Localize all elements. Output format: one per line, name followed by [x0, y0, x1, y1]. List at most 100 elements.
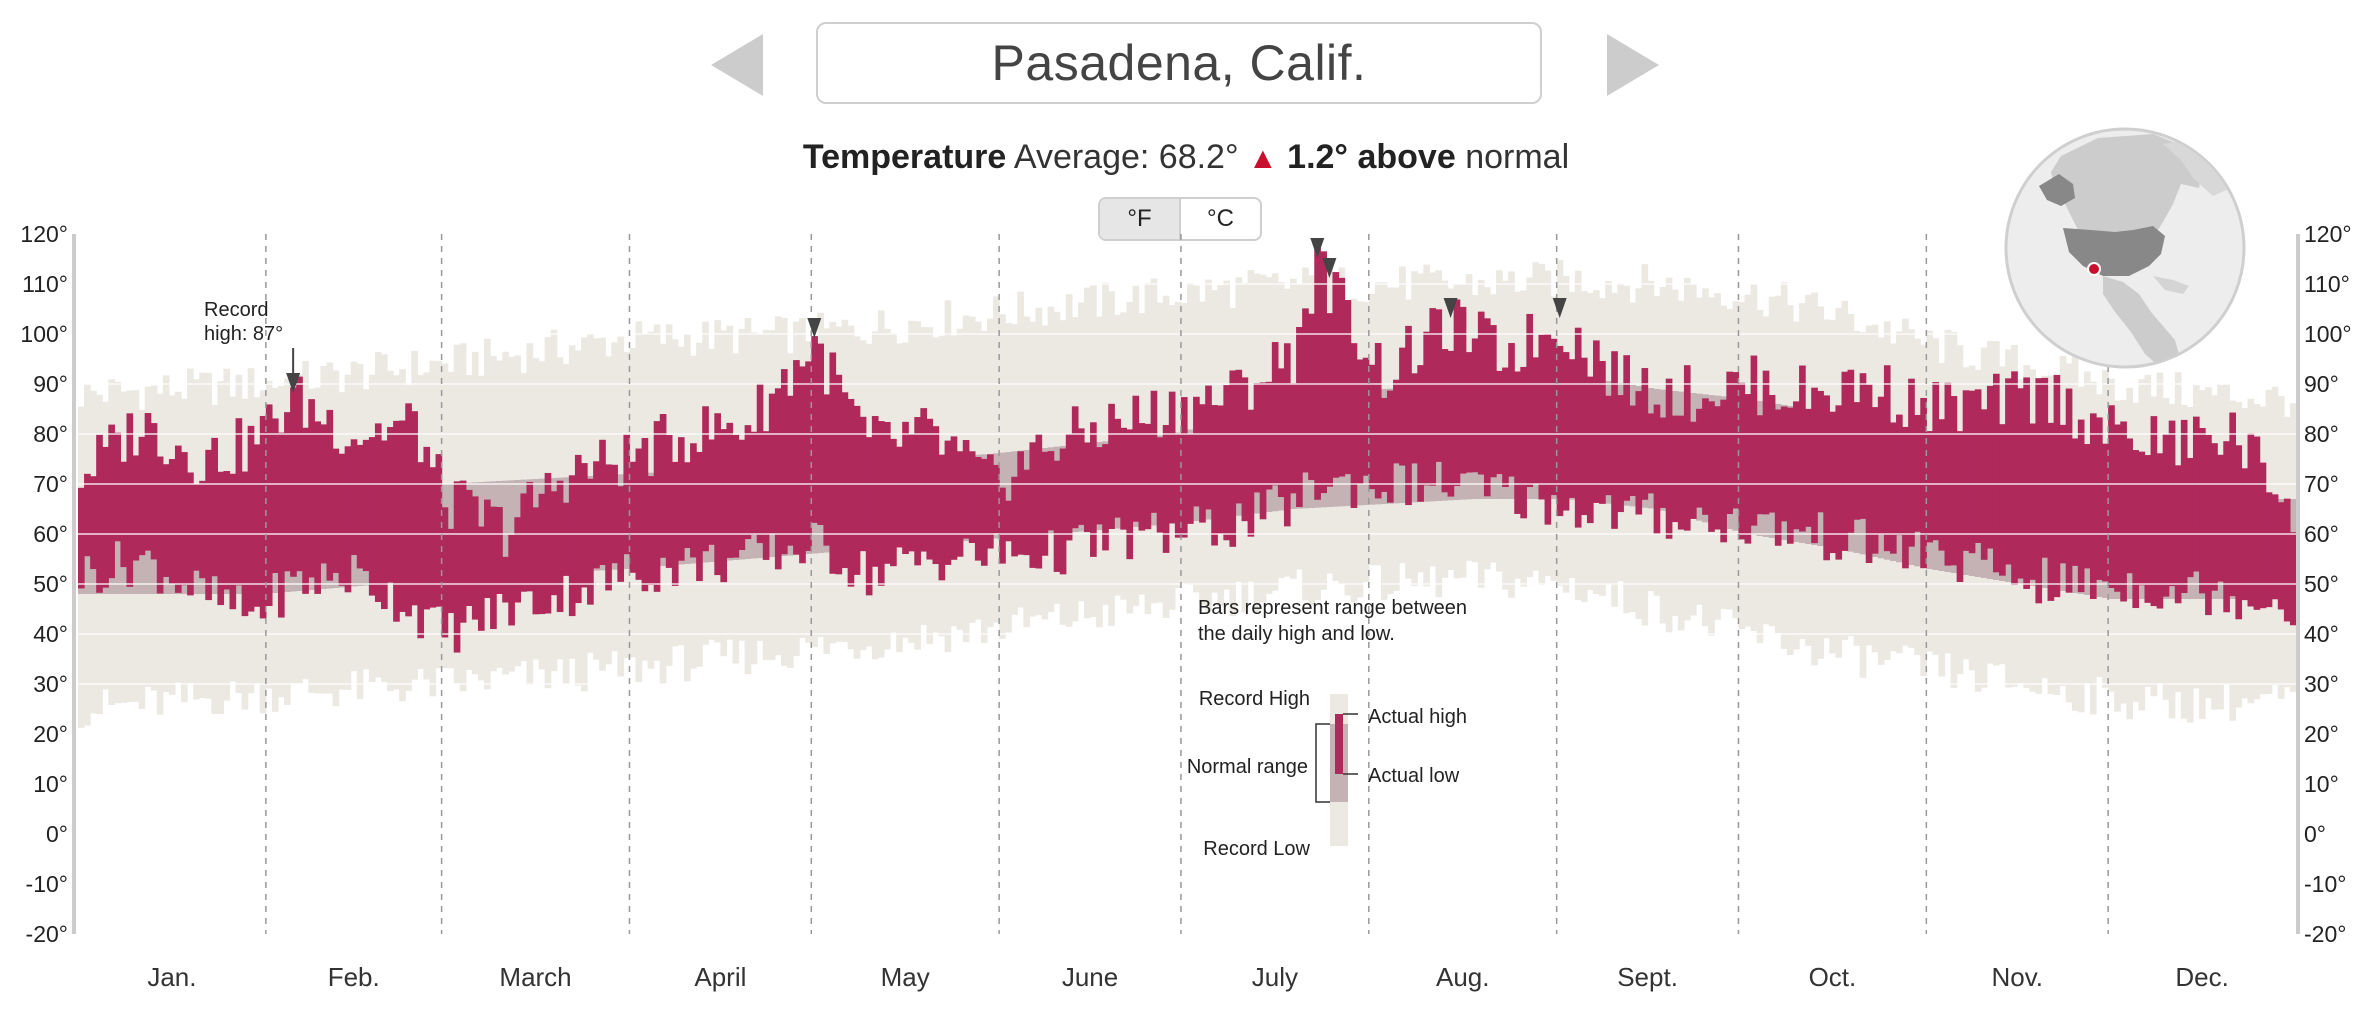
actual-range-bar	[114, 432, 122, 542]
right-arrow-icon	[1607, 34, 1659, 96]
actual-range-bar	[1793, 401, 1800, 530]
month-label: June	[1062, 962, 1118, 992]
y-tick-label-left: 10°	[33, 771, 68, 797]
actual-range-bar	[1047, 451, 1055, 531]
actual-range-bar	[459, 480, 467, 623]
actual-range-bar	[2023, 377, 2030, 589]
actual-range-bar	[1138, 423, 1146, 531]
actual-range-bar	[732, 434, 740, 558]
actual-range-bar	[344, 446, 352, 593]
actual-range-bar	[1932, 382, 1940, 541]
legend-normal-range: Normal range	[1187, 756, 1308, 778]
actual-range-bar	[526, 481, 534, 592]
actual-range-bar	[1453, 299, 1461, 486]
actual-range-bar	[1617, 395, 1624, 513]
actual-range-bar	[580, 463, 588, 588]
actual-range-bar	[920, 408, 928, 552]
actual-range-bar	[2211, 443, 2218, 591]
y-tick-label-left: 30°	[33, 671, 68, 697]
actual-range-bar	[290, 387, 297, 577]
actual-range-bar	[1217, 405, 1224, 534]
actual-range-bar	[2096, 417, 2103, 580]
actual-range-bar	[696, 451, 703, 582]
actual-range-bar	[780, 369, 788, 555]
actual-range-bar	[2047, 422, 2055, 601]
month-label: March	[499, 962, 571, 992]
fahrenheit-button[interactable]: °F	[1100, 199, 1181, 239]
actual-range-bar	[532, 507, 540, 615]
actual-range-bar	[926, 418, 934, 560]
actual-range-bar	[1696, 408, 1703, 508]
actual-range-bar	[1405, 325, 1412, 506]
actual-range-bar	[1005, 500, 1012, 542]
record-marker-icon	[1322, 258, 1337, 278]
actual-range-bar	[550, 491, 558, 596]
city-selector[interactable]: Pasadena, Calif.	[816, 22, 1542, 104]
actual-range-bar	[1193, 396, 1200, 507]
actual-range-bar	[162, 464, 170, 577]
actual-range-bar	[2156, 453, 2164, 609]
actual-range-bar	[465, 489, 473, 607]
actual-range-bar	[1635, 391, 1643, 515]
actual-range-bar	[623, 434, 631, 555]
actual-range-bar	[277, 432, 285, 618]
actual-range-bar	[883, 421, 891, 564]
actual-range-bar	[1023, 469, 1031, 556]
y-tick-label-right: 40°	[2304, 621, 2339, 647]
actual-range-bar	[1053, 460, 1061, 572]
actual-range-bar	[138, 436, 146, 556]
actual-range-bar	[1199, 404, 1206, 523]
actual-range-bar	[823, 394, 831, 546]
actual-range-bar	[1683, 365, 1691, 531]
previous-city-button[interactable]	[705, 30, 775, 100]
actual-range-bar	[1550, 338, 1558, 496]
actual-range-bar	[259, 415, 267, 619]
actual-range-bar	[2077, 419, 2085, 593]
y-tick-label-left: 60°	[33, 521, 68, 547]
actual-range-bar	[659, 414, 667, 558]
unit-toggle[interactable]: °F °C	[1098, 197, 1262, 241]
locator-globe-icon	[2004, 127, 2246, 369]
normal-range-bar	[1005, 452, 1012, 538]
actual-range-bar	[453, 481, 461, 653]
actual-range-bar	[853, 405, 861, 575]
actual-range-bar	[1853, 402, 1861, 520]
actual-range-bar	[629, 461, 637, 573]
y-tick-label-right: 70°	[2304, 471, 2339, 497]
actual-range-bar	[1738, 382, 1746, 540]
actual-range-bar	[2253, 436, 2261, 610]
actual-range-bar	[1326, 313, 1334, 487]
actual-range-bar	[756, 383, 764, 544]
actual-range-bar	[720, 429, 728, 583]
actual-range-bar	[562, 502, 570, 576]
actual-range-bar	[1653, 404, 1661, 534]
normal-range-bar	[508, 480, 515, 576]
actual-range-bar	[944, 440, 952, 565]
actual-range-bar	[1350, 343, 1358, 508]
actual-range-bar	[96, 434, 103, 593]
actual-range-bar	[2283, 498, 2291, 622]
actual-range-bar	[193, 483, 200, 571]
actual-range-bar	[932, 426, 940, 565]
actual-range-bar	[799, 366, 806, 564]
actual-range-bar	[1647, 413, 1655, 494]
y-tick-label-right: 30°	[2304, 671, 2339, 697]
actual-range-bar	[265, 404, 273, 607]
actual-range-bar	[641, 438, 649, 592]
actual-range-bar	[999, 487, 1006, 564]
actual-range-bar	[890, 438, 897, 567]
actual-range-bar	[611, 464, 618, 564]
y-tick-label-left: 120°	[20, 221, 68, 247]
actual-range-bar	[1956, 431, 1964, 582]
actual-range-bar	[665, 435, 673, 568]
actual-range-bar	[108, 424, 115, 579]
actual-range-bar	[1883, 365, 1891, 552]
actual-range-bar	[2083, 444, 2091, 569]
temperature-summary: Temperature Average: 68.2° ▲ 1.2° above …	[0, 138, 2372, 177]
y-tick-label-right: 100°	[2304, 321, 2352, 347]
actual-range-bar	[1356, 359, 1364, 484]
celsius-button[interactable]: °C	[1207, 205, 1234, 232]
month-label: Feb.	[328, 962, 380, 992]
next-city-button[interactable]	[1595, 30, 1665, 100]
actual-range-bar	[593, 461, 600, 569]
